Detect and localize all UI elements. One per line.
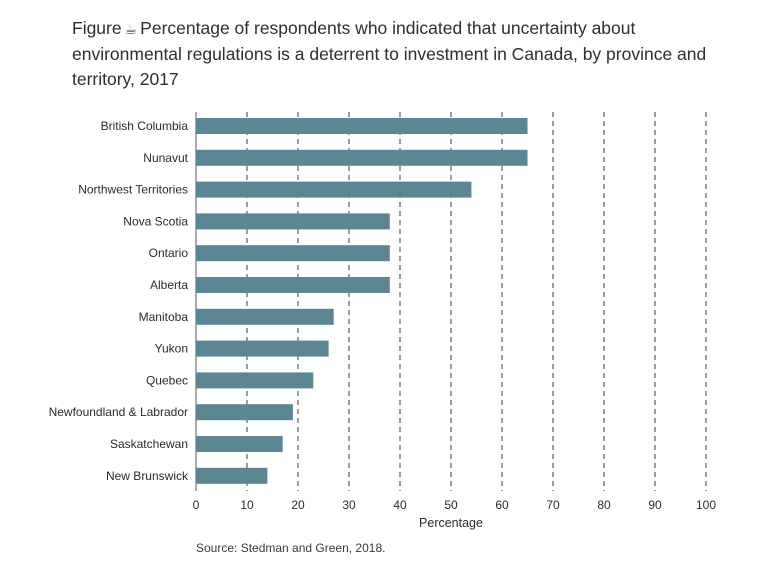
category-label: Nunavut (143, 151, 188, 165)
x-axis-title: Percentage (419, 516, 483, 530)
x-tick-label: 60 (495, 498, 509, 512)
bar (196, 149, 528, 166)
x-tick-label: 40 (393, 498, 407, 512)
bar (196, 277, 390, 293)
bar (196, 404, 293, 421)
bar (196, 372, 314, 389)
x-tick-label: 90 (648, 498, 662, 512)
bar (196, 308, 334, 325)
coffee-cup-icon: ☕ (124, 21, 138, 37)
bar (196, 436, 283, 452)
category-label: Nova Scotia (123, 214, 188, 228)
chart-title: Figure ☕ Percentage of respondents who ind… (72, 16, 732, 92)
category-label: Ontario (149, 246, 189, 260)
category-label: Saskatchewan (110, 437, 188, 451)
category-labels: British Columbia Nunavut Northwest Territo… (49, 119, 189, 483)
x-tick-label: 50 (444, 498, 458, 512)
x-tick-label: 20 (291, 498, 305, 512)
x-tick-label: 0 (193, 498, 200, 512)
source-note: Source: Stedman and Green, 2018. (196, 541, 386, 555)
category-label: British Columbia (101, 119, 189, 133)
category-label: Yukon (155, 342, 188, 356)
figure-prefix: Figure (72, 18, 122, 38)
category-label: New Brunswick (106, 469, 189, 483)
category-label: Quebec (146, 373, 188, 387)
category-label: Newfoundland & Labrador (49, 405, 188, 419)
gridlines (195, 112, 707, 491)
x-tick-label: 70 (546, 498, 560, 512)
x-tick-label: 10 (240, 498, 254, 512)
category-label: Alberta (150, 278, 188, 292)
x-tick-label: 30 (342, 498, 356, 512)
bar (196, 118, 528, 134)
bar (196, 181, 472, 198)
x-axis-ticks: 0 10 20 30 40 50 60 70 80 90 100 (193, 498, 717, 512)
bar (196, 467, 268, 484)
figure-title-text: Percentage of respondents who indicated … (72, 18, 707, 89)
bar (196, 245, 390, 262)
category-label: Northwest Territories (78, 183, 188, 197)
bar (196, 340, 329, 357)
bar (196, 213, 390, 230)
x-tick-label: 80 (597, 498, 611, 512)
category-label: Manitoba (139, 310, 189, 324)
bars (196, 118, 528, 484)
x-tick-label: 100 (696, 498, 716, 512)
